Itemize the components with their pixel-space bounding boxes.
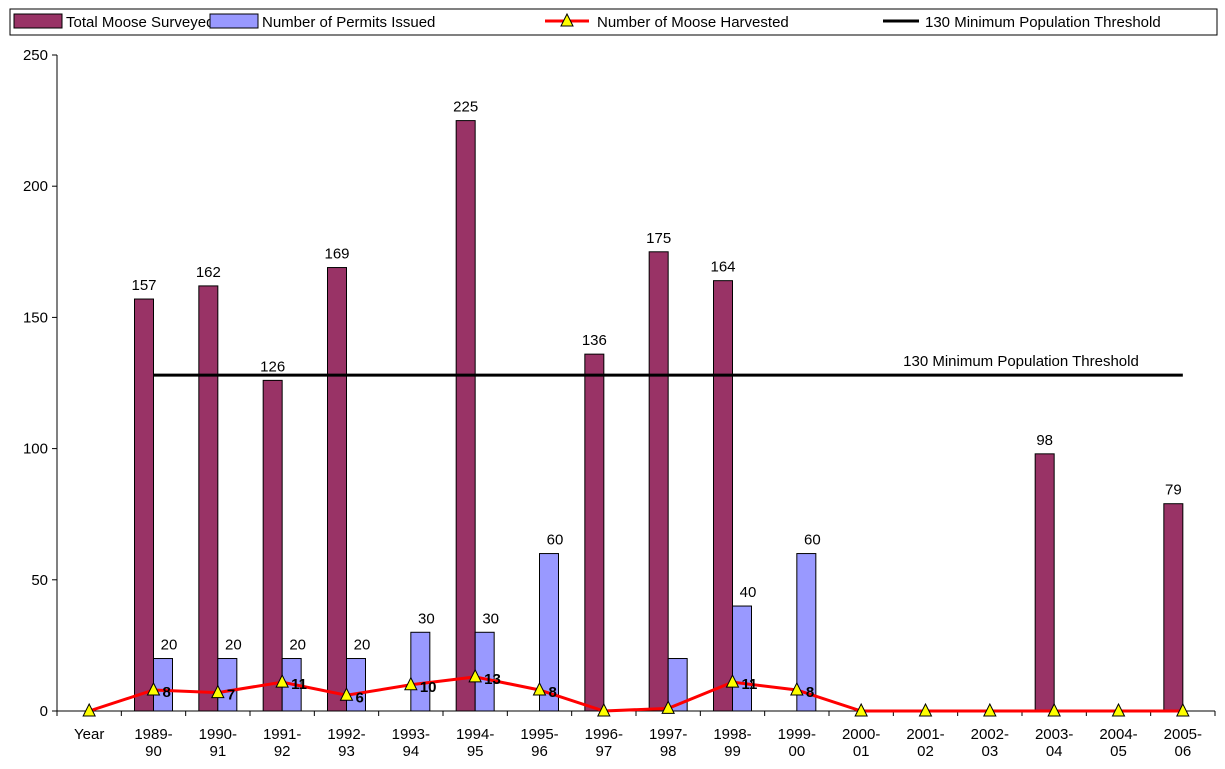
- y-tick-label: 50: [31, 572, 48, 589]
- legend-label: Number of Moose Harvested: [597, 14, 789, 31]
- y-tick-label: 100: [23, 441, 48, 458]
- y-tick-label: 250: [23, 47, 48, 64]
- x-tick-label: 1989-90: [134, 726, 173, 760]
- x-tick-label: 1992-93: [327, 726, 366, 760]
- y-tick-label: 0: [40, 703, 48, 720]
- marker: [404, 676, 418, 691]
- marker: [275, 674, 289, 688]
- bar: [648, 251, 669, 712]
- bar: [667, 658, 688, 712]
- bar: [539, 553, 559, 712]
- value-label: 6: [356, 689, 364, 706]
- x-tick-label: 1991-92: [262, 726, 302, 760]
- bar: [1163, 503, 1184, 712]
- value-label: 20: [225, 637, 242, 654]
- x-tick-label: 2004-05: [1099, 726, 1138, 760]
- bar: [732, 605, 752, 712]
- value-label: 98: [1036, 432, 1053, 449]
- value-label: 79: [1165, 482, 1182, 499]
- x-tick-label: 2002-03: [970, 726, 1010, 760]
- value-label: 126: [260, 358, 285, 375]
- marker: [1176, 702, 1190, 717]
- marker: [1111, 702, 1126, 717]
- marker: [725, 674, 740, 688]
- x-tick-label: 2003-04: [1034, 726, 1074, 760]
- marker: [983, 702, 997, 717]
- bar: [262, 379, 283, 712]
- marker: [532, 681, 547, 696]
- x-tick-label: 2005-06: [1163, 726, 1203, 760]
- bar: [455, 120, 476, 712]
- value-label: 164: [710, 259, 735, 276]
- value-label: 8: [549, 684, 557, 701]
- x-tick-label: 1990-91: [198, 726, 238, 760]
- bar: [134, 298, 154, 712]
- marker: [918, 702, 933, 717]
- value-label: 11: [742, 676, 758, 693]
- x-tick-label: Year: [74, 726, 105, 743]
- x-tick-label: 1994-95: [455, 726, 495, 760]
- marker: [339, 687, 354, 701]
- value-label: 169: [324, 246, 349, 263]
- value-label: 40: [740, 584, 757, 601]
- marker: [854, 702, 868, 717]
- bar: [410, 631, 431, 712]
- value-label: 157: [131, 277, 156, 294]
- bar: [584, 353, 605, 712]
- legend-swatch: [209, 13, 259, 29]
- value-label: 60: [804, 532, 821, 549]
- x-tick-label: 1995-96: [520, 726, 559, 760]
- legend-marker: [560, 12, 574, 27]
- x-tick-label: 1999-00: [777, 726, 817, 760]
- x-tick-label: 1997-98: [648, 726, 688, 760]
- marker: [790, 681, 804, 696]
- bar: [327, 267, 347, 712]
- x-tick-label: 2000-01: [841, 726, 881, 760]
- bar: [713, 280, 733, 712]
- marker: [1047, 702, 1061, 717]
- value-label: 30: [482, 610, 499, 627]
- value-label: 13: [484, 671, 501, 688]
- value-label: 20: [289, 637, 306, 654]
- marker: [82, 702, 96, 717]
- value-label: 136: [582, 332, 607, 349]
- value-label: 175: [646, 230, 671, 247]
- bar: [198, 285, 219, 712]
- value-label: 8: [163, 684, 171, 701]
- value-label: 60: [547, 532, 564, 549]
- marker: [468, 668, 482, 683]
- marker: [661, 700, 675, 714]
- x-tick-label: 1996-97: [584, 726, 624, 760]
- y-tick-label: 150: [23, 309, 48, 326]
- value-label: 20: [161, 637, 178, 654]
- legend-label: Total Moose Surveyed: [66, 14, 214, 31]
- value-label: 225: [453, 99, 478, 116]
- value-label: 30: [418, 610, 435, 627]
- marker: [597, 702, 611, 717]
- marker: [146, 681, 161, 696]
- x-tick-label: 1998-99: [713, 726, 752, 760]
- threshold-label: 130 Minimum Population Threshold: [903, 353, 1139, 370]
- x-tick-label: 1993-94: [391, 726, 431, 760]
- bar: [1034, 453, 1055, 712]
- marker: [211, 684, 225, 699]
- line: [88, 675, 1183, 713]
- value-label: 20: [354, 637, 371, 654]
- value-label: 10: [420, 679, 437, 696]
- value-label: 162: [196, 264, 221, 281]
- x-tick-label: 2001-02: [906, 726, 945, 760]
- legend-label: 130 Minimum Population Threshold: [925, 14, 1161, 31]
- value-label: 7: [227, 687, 235, 704]
- value-label: 8: [806, 684, 814, 701]
- bar: [796, 553, 817, 712]
- legend-swatch: [13, 13, 63, 29]
- legend-label: Number of Permits Issued: [262, 14, 435, 31]
- y-tick-label: 200: [23, 178, 48, 195]
- value-label: 11: [291, 676, 307, 693]
